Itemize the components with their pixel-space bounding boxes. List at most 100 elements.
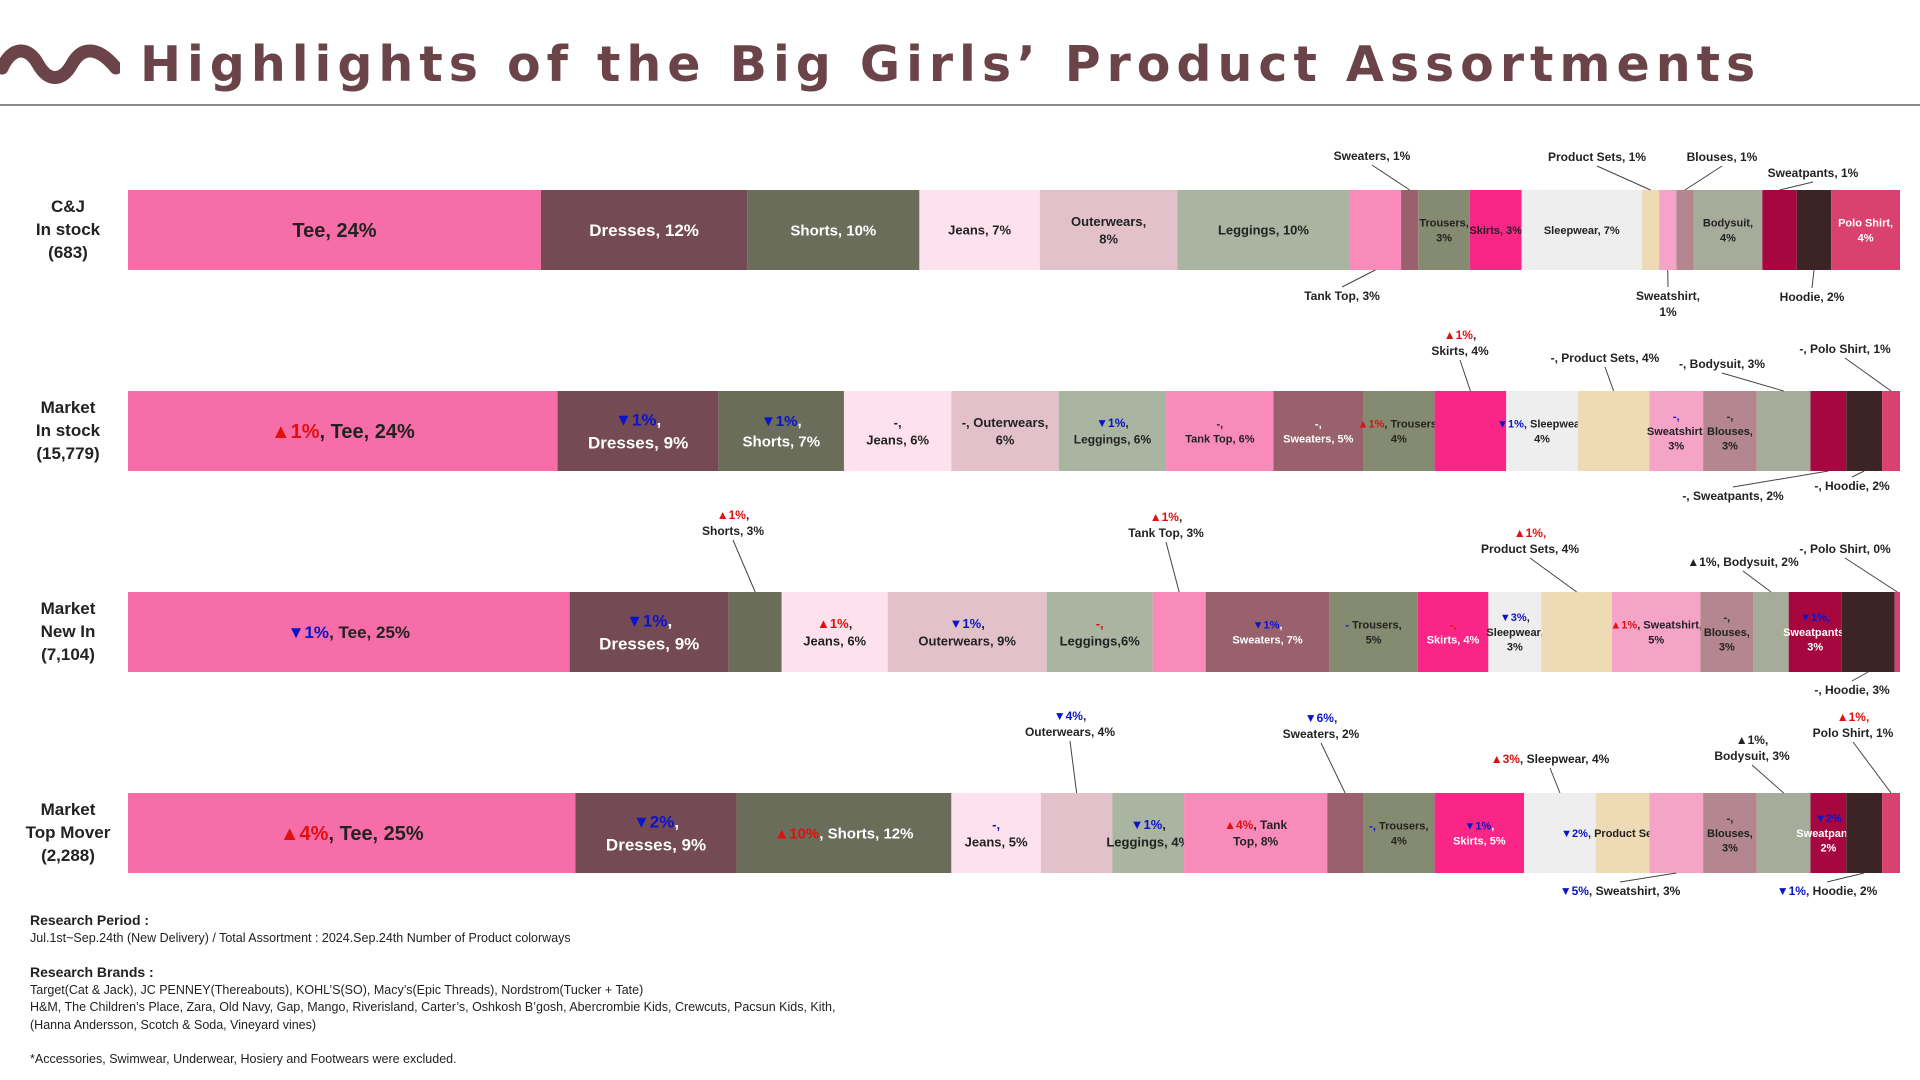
bar-segment-blouses: [1700, 592, 1754, 672]
data-label-sweaters: ▼6%, Sweaters, 2%: [1283, 711, 1360, 741]
bar-segment-shorts: [728, 592, 782, 672]
leader-line: [1619, 872, 1677, 883]
data-label-hoodie: -, Hoodie, 2%: [1814, 479, 1890, 493]
data-label-sweaters: Sweaters, 1%: [1334, 149, 1411, 163]
data-label-product-sets: ▲1%, Product Sets, 4%: [1481, 526, 1579, 556]
data-label-bodysuit: -, Bodysuit, 3%: [1679, 357, 1765, 371]
data-label-sleepwear: Sleepwear, 7%: [1544, 225, 1620, 237]
bar-segment-sleepwear: [1506, 391, 1578, 471]
data-label-blouses: Blouses, 1%: [1687, 150, 1758, 164]
data-label-shorts: ▲1%, Shorts, 3%: [702, 508, 764, 538]
bar-segment-sweaters: [1401, 190, 1419, 270]
data-label-trousers: ▲1%, Trousers, 4%: [1358, 418, 1440, 445]
bar-segment-outerwears: [1040, 793, 1113, 873]
leader-line: [1549, 767, 1561, 794]
bar-segment-outerwears: [1039, 190, 1178, 270]
data-label-tee: ▲4%, Tee, 25%: [280, 823, 424, 845]
data-label-tee: ▼1%, Tee, 25%: [288, 623, 410, 642]
bar-row-2: Market In stock (15,779) ▲1%, Tee, 24% ▼1%, D…: [36, 328, 1900, 503]
bar-segment-product-sets: [1541, 592, 1613, 672]
bar-segment-tank-top: [1152, 592, 1206, 672]
research-notes: Research Period : Jul.1st~Sep.24th (New …: [30, 912, 835, 1069]
data-label-sleepwear: ▼1%, Sleepwear, 4%: [1497, 418, 1587, 445]
leader-line: [1811, 269, 1815, 289]
bar-segment-hoodie: [1846, 391, 1883, 471]
bar-segment-sweatshirt: [1649, 391, 1704, 471]
bar-segment-jeans: [919, 190, 1040, 270]
leader-line: [1320, 742, 1346, 794]
bar-segment-leggings: [1112, 793, 1185, 873]
bar-segment-dresses: [540, 190, 748, 270]
wave-logo-icon: [0, 44, 120, 84]
bar-segment-trousers: [1329, 592, 1418, 672]
leader-line: [1826, 872, 1865, 883]
row-label: Market In stock (15,779): [36, 398, 101, 463]
bar-segment-blouses: [1703, 391, 1757, 471]
bar-row-1: C&J In stock (683) Tee, 24% Dresses, 12% Shor…: [36, 149, 1900, 319]
data-label-sleepwear: ▲3%, Sleepwear, 4%: [1491, 752, 1610, 766]
row-label: Market New In (7,104): [41, 599, 96, 664]
bar-segment-tee: [128, 190, 541, 270]
data-label-polo-shirt: ▲1%, Polo Shirt, 1%: [1813, 710, 1894, 740]
stacked-bar-chart: C&J In stock (683) Tee, 24% Dresses, 12% Shor…: [26, 149, 1900, 898]
bar-segment-skirts: [1434, 793, 1525, 873]
bar-segment-polo-shirt: [1831, 190, 1900, 270]
research-brands-line: H&M, The Children’s Place, Zara, Old Nav…: [30, 1000, 836, 1014]
bar-segment-shorts: [736, 793, 952, 873]
bar-segment-dresses: [569, 592, 729, 672]
data-label-tee: ▲1%, Tee, 24%: [271, 421, 415, 443]
bar-segment-sweatshirt: [1649, 793, 1704, 873]
leader-line: [732, 539, 756, 593]
data-label-sweatshirt: Sweatshirt, 1%: [1636, 289, 1700, 319]
data-label-trousers: Trousers, 3%: [1419, 217, 1469, 244]
leader-line: [1341, 269, 1376, 288]
bar-segment-product-sets: [1641, 190, 1660, 270]
page-title: Highlights of the Big Girls’ Product Ass…: [140, 36, 1762, 93]
bar-segment-trousers: [1418, 190, 1470, 270]
bar-segment-jeans: [781, 592, 888, 672]
bar-segment-polo-shirt: [1894, 592, 1900, 672]
data-label-leggings: -, Leggings,6%: [1060, 616, 1141, 649]
leader-line: [1459, 359, 1471, 392]
leader-line: [1371, 164, 1410, 191]
bar-segment-skirts: [1434, 391, 1507, 471]
data-label-sweaters: ▼1%, Sweaters, 7%: [1232, 619, 1303, 646]
bar-segment-tank-top: [1349, 190, 1402, 270]
leader-line: [1851, 671, 1869, 682]
bar-segment-outerwears: [951, 391, 1059, 471]
data-label-trousers: - Trousers, 5%: [1345, 619, 1401, 646]
data-label-sweatpants: Sweatpants, 1%: [1768, 166, 1859, 180]
data-label-bodysuit: ▲1%, Bodysuit, 3%: [1714, 733, 1790, 763]
bar-segment-sweatpants: [1810, 793, 1847, 873]
bar-segment-hoodie: [1841, 592, 1895, 672]
bar-segment-sweatshirt: [1659, 190, 1677, 270]
bar-segment-sleepwear: [1488, 592, 1542, 672]
bar-segment-sweaters: [1205, 592, 1330, 672]
data-label-jeans: Jeans, 7%: [948, 223, 1011, 238]
bar-segment-tank-top: [1166, 391, 1274, 471]
research-brands-line: Target(Cat & Jack), JC PENNEY(Thereabout…: [30, 982, 644, 997]
data-label-tank-top: Tank Top, 3%: [1304, 289, 1380, 303]
data-label-shorts: ▲10%, Shorts, 12%: [774, 825, 913, 842]
data-label-bodysuit: Bodysuit, 4%: [1703, 217, 1753, 244]
row-label: C&J In stock (683): [36, 197, 101, 262]
bar-segment-bodysuit: [1693, 190, 1763, 270]
data-label-tank-top: ▲4%, Tank Top, 8%: [1224, 818, 1287, 848]
data-label-polo-shirt: -, Polo Shirt, 0%: [1799, 542, 1891, 556]
bar-segment-leggings: [1058, 391, 1167, 471]
bar-segment-sweaters: [1327, 793, 1364, 873]
leader-line: [1844, 557, 1898, 593]
leader-line: [1684, 165, 1723, 191]
leader-line: [1779, 181, 1814, 191]
row-label: Market Top Mover (2,288): [26, 800, 111, 865]
data-label-trousers: -, Trousers, 4%: [1369, 820, 1428, 847]
data-label-leggings: ▼1%, Leggings, 4%: [1106, 817, 1190, 850]
bar-segment-tee: [128, 592, 570, 672]
data-label-skirts: ▲1%, Skirts, 4%: [1431, 328, 1489, 358]
data-label-sweaters: -, Sweaters, 5%: [1283, 418, 1354, 445]
research-period-text: Jul.1st~Sep.24th (New Delivery) / Total …: [30, 930, 571, 945]
data-label-skirts: -, Skirts, 4%: [1427, 619, 1480, 646]
bar-segment-sweatpants: [1762, 190, 1797, 270]
data-label-dresses: ▼2%, Dresses, 9%: [606, 812, 706, 854]
data-label-sweatshirt: ▼5%, Sweatshirt, 3%: [1560, 884, 1681, 898]
